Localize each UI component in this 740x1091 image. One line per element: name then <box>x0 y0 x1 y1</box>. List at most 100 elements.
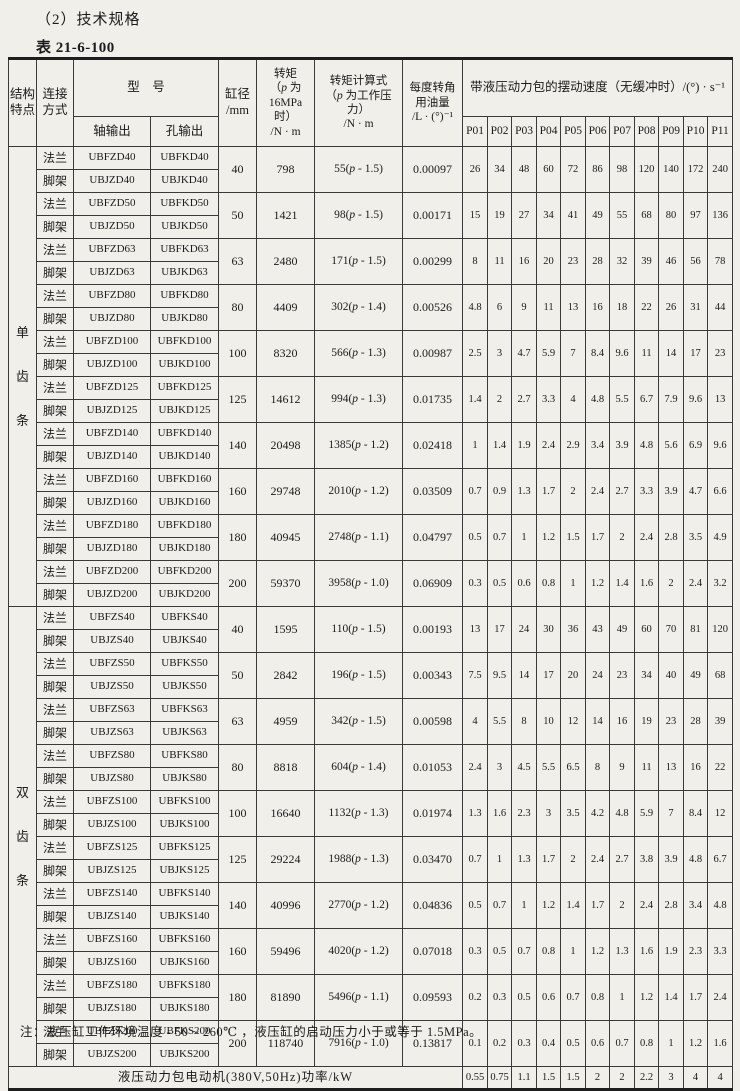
hole-output-model-cell: UBFKS140 <box>149 882 220 906</box>
swing-speed-cell: 8.4 <box>585 330 611 377</box>
torque-cell: 59496 <box>256 928 316 975</box>
shaft-output-model-cell: UBJZS50 <box>73 675 151 699</box>
swing-speed-cell: 8 <box>511 698 538 745</box>
shaft-output-model-cell: UBFZS63 <box>73 698 151 722</box>
torque-cell: 81890 <box>256 974 316 1021</box>
shaft-output-model-cell: UBFZD100 <box>73 330 151 354</box>
table-row: 法兰 UBFZS50 UBFKS50 50 2842 196(p - 1.5) 0.0034… <box>9 652 734 699</box>
hole-output-model-cell: UBFKD50 <box>149 192 220 216</box>
shaft-output-model-cell: UBFZS180 <box>73 974 151 998</box>
swing-speed-cell: 7 <box>658 790 685 837</box>
swing-speed-cell: 3.5 <box>683 514 709 561</box>
oil-volume-cell: 0.00193 <box>402 606 464 653</box>
torque-formula-cell: 1385(p - 1.2) <box>314 422 404 469</box>
swing-speed-cell: 1.2 <box>683 1020 709 1067</box>
swing-speed-cell: 6.6 <box>707 468 734 515</box>
swing-speed-cell: 2.4 <box>462 744 489 791</box>
hole-output-model-cell: UBJKS63 <box>149 721 220 745</box>
hole-output-model-cell: UBJKD63 <box>149 261 220 285</box>
hole-output-model-cell: UBJKD50 <box>149 215 220 239</box>
connection-type-cell: 法兰 <box>36 192 74 216</box>
motor-power-value-cell: 4 <box>683 1066 709 1090</box>
swing-speed-cell: 1.7 <box>536 836 562 883</box>
oil-volume-cell: 0.03509 <box>402 468 464 515</box>
motor-power-value-cell: 0.75 <box>487 1066 513 1090</box>
swing-speed-cell: 2 <box>560 836 587 883</box>
swing-speed-cell: 7 <box>560 330 587 377</box>
hole-output-model-cell: UBFKS125 <box>149 836 220 860</box>
hole-output-model-cell: UBFKS100 <box>149 790 220 814</box>
swing-speed-cell: 24 <box>585 652 611 699</box>
swing-speed-cell: 9.6 <box>609 330 636 377</box>
swing-speed-cell: 6.7 <box>707 836 734 883</box>
swing-speed-cell: 40 <box>658 652 685 699</box>
table-row: 法兰 UBFZD140 UBFKD140 140 20498 1385(p - 1.2) 0… <box>9 422 734 469</box>
swing-speed-cell: 5.9 <box>536 330 562 377</box>
shaft-output-model-cell: UBFZD160 <box>73 468 151 492</box>
table-row: 法兰 UBFZD50 UBFKD50 50 1421 98(p - 1.5) 0.00171… <box>9 192 734 239</box>
table-row: 法兰 UBFZS125 UBFKS125 125 29224 1988(p - 1.3) 0… <box>9 836 734 883</box>
shaft-output-model-cell: UBJZS80 <box>73 767 151 791</box>
swing-speed-cell: 1.6 <box>707 1020 734 1067</box>
connection-type-cell: 法兰 <box>36 560 74 584</box>
oil-volume-cell: 0.03470 <box>402 836 464 883</box>
swing-speed-cell: 10 <box>536 698 562 745</box>
torque-formula-cell: 302(p - 1.4) <box>314 284 404 331</box>
connection-type-cell: 法兰 <box>36 284 74 308</box>
connection-type-cell: 脚架 <box>36 675 74 699</box>
swing-speed-cell: 5.9 <box>634 790 660 837</box>
table-row: 脚架 UBJZS63 UBJKS63 <box>9 721 733 745</box>
swing-speed-cell: 72 <box>560 146 587 193</box>
connection-type-cell: 脚架 <box>36 169 74 193</box>
bore-cell: 200 <box>218 560 258 607</box>
oil-volume-cell: 0.00526 <box>402 284 464 331</box>
torque-cell: 2480 <box>256 238 316 285</box>
swing-speed-cell: 8.4 <box>683 790 709 837</box>
swing-speed-cell: 0.7 <box>487 514 513 561</box>
swing-speed-cell: 97 <box>683 192 709 239</box>
torque-formula-cell: 604(p - 1.4) <box>314 744 404 791</box>
shaft-output-model-cell: UBFZD180 <box>73 514 151 538</box>
swing-speed-cell: 3.2 <box>707 560 734 607</box>
swing-speed-cell: 16 <box>585 284 611 331</box>
swing-speed-cell: 1.4 <box>658 974 685 1021</box>
swing-speed-cell: 11 <box>487 238 513 285</box>
swing-speed-cell: 11 <box>634 744 660 791</box>
bore-cell: 50 <box>218 192 258 239</box>
torque-cell: 4409 <box>256 284 316 331</box>
p-column-header: P02 <box>487 116 513 147</box>
swing-speed-cell: 17 <box>536 652 562 699</box>
swing-speed-cell: 6 <box>487 284 513 331</box>
swing-speed-cell: 56 <box>683 238 709 285</box>
torque-cell: 14612 <box>256 376 316 423</box>
swing-speed-cell: 39 <box>634 238 660 285</box>
hole-output-model-cell: UBFKD40 <box>149 146 220 170</box>
oil-volume-cell: 0.00343 <box>402 652 464 699</box>
torque-cell: 40945 <box>256 514 316 561</box>
swing-speed-cell: 3.9 <box>609 422 636 469</box>
shaft-output-model-cell: UBFZS100 <box>73 790 151 814</box>
header-connection: 连接 方式 <box>36 58 74 147</box>
table-row: 单 齿 条法兰 UBFZD40 UBFKD40 40 798 55(p - 1.5) 0.0… <box>8 146 734 607</box>
table-number-label: 表 21-6-100 <box>36 40 115 56</box>
shaft-output-model-cell: UBJZD200 <box>73 583 151 607</box>
shaft-output-model-cell: UBFZS125 <box>73 836 151 860</box>
shaft-output-model-cell: UBFZD200 <box>73 560 151 584</box>
swing-speed-cell: 48 <box>511 146 538 193</box>
connection-type-cell: 法兰 <box>36 422 74 446</box>
bore-cell: 140 <box>218 882 258 929</box>
swing-speed-cell: 1.9 <box>511 422 538 469</box>
swing-speed-cell: 3.8 <box>634 836 660 883</box>
torque-cell: 1595 <box>256 606 316 653</box>
table-row: 脚架 UBJZD63 UBJKD63 <box>9 261 733 285</box>
p-column-header: P03 <box>511 116 538 147</box>
swing-speed-cell: 11 <box>536 284 562 331</box>
swing-speed-cell: 7.9 <box>658 376 685 423</box>
swing-speed-cell: 0.2 <box>487 1020 513 1067</box>
swing-speed-cell: 1.3 <box>511 468 538 515</box>
swing-speed-cell: 1.6 <box>634 928 660 975</box>
swing-speed-cell: 16 <box>609 698 636 745</box>
swing-speed-cell: 4.8 <box>462 284 489 331</box>
swing-speed-cell: 78 <box>707 238 734 285</box>
swing-speed-cell: 0.8 <box>634 1020 660 1067</box>
